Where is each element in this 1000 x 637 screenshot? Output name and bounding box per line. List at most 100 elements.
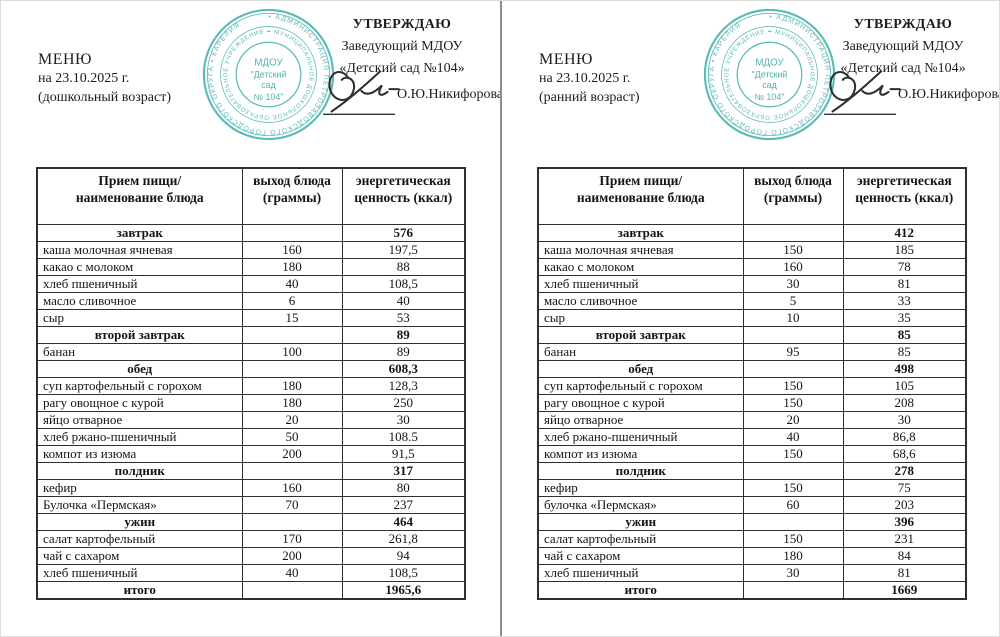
column-header: энергетическая ценность (ккал) (842, 167, 967, 225)
kcal-cell: 1669 (842, 581, 967, 600)
dish-name-cell: хлеб пшеничный (537, 564, 744, 582)
kcal-cell: 412 (842, 224, 967, 242)
kcal-cell: 108,5 (341, 275, 466, 293)
grams-cell (742, 513, 844, 531)
kcal-cell: 94 (341, 547, 466, 565)
kcal-cell: 261,8 (341, 530, 466, 548)
dish-name-cell: ужин (537, 513, 744, 531)
grams-cell: 6 (241, 292, 343, 310)
grams-cell: 50 (241, 428, 343, 446)
menu-item-row: суп картофельный с горохом 150 105 (537, 377, 967, 395)
dish-name-cell: чай с сахаром (36, 547, 243, 565)
dish-name-cell: завтрак (36, 224, 243, 242)
kcal-cell: 91,5 (341, 445, 466, 463)
kcal-cell: 84 (842, 547, 967, 565)
kcal-cell: 108,5 (341, 564, 466, 582)
menu-item-row: яйцо отварное 20 30 (36, 411, 466, 429)
kcal-cell: 208 (842, 394, 967, 412)
menu-title: МЕНЮ (539, 51, 593, 68)
dish-name-cell: рагу овощное с курой (537, 394, 744, 412)
grams-cell: 160 (742, 258, 844, 276)
dish-name-cell: какао с молоком (537, 258, 744, 276)
kcal-cell: 85 (842, 343, 967, 361)
grams-cell: 10 (742, 309, 844, 327)
menu-item-row: хлеб пшеничный 40 108,5 (36, 564, 466, 582)
menu-item-row: суп картофельный с горохом 180 128,3 (36, 377, 466, 395)
grams-cell: 160 (241, 241, 343, 259)
kcal-cell: 185 (842, 241, 967, 259)
menu-item-row: каша молочная ячневая 150 185 (537, 241, 967, 259)
dish-name-cell: второй завтрак (537, 326, 744, 344)
kcal-cell: 128,3 (341, 377, 466, 395)
menu-item-row: компот из изюма 200 91,5 (36, 445, 466, 463)
grams-cell: 180 (241, 394, 343, 412)
approval-line-position: Заведующий МДОУ (341, 39, 463, 54)
kcal-cell: 75 (842, 479, 967, 497)
grams-cell: 150 (742, 394, 844, 412)
menu-date: на 23.10.2025 г. (38, 71, 130, 86)
dish-name-cell: какао с молоком (36, 258, 243, 276)
menu-item-row: чай с сахаром 200 94 (36, 547, 466, 565)
grams-cell: 20 (742, 411, 844, 429)
grams-cell: 20 (241, 411, 343, 429)
dish-name-cell: масло сливочное (537, 292, 744, 310)
menu-item-row: масло сливочное 5 33 (537, 292, 967, 310)
dish-name-cell: кефир (36, 479, 243, 497)
dish-name-cell: каша молочная ячневая (36, 241, 243, 259)
dish-name-cell: Булочка «Пермская» (36, 496, 243, 514)
section-row: полдник 317 (36, 462, 466, 480)
grams-cell (241, 326, 343, 344)
grams-cell: 70 (241, 496, 343, 514)
menu-page-early-age: МЕНЮ на 23.10.2025 г. (ранний возраст) •… (502, 1, 1000, 636)
approval-block: УТВЕРЖДАЮ Заведующий МДОУ «Детский сад №… (309, 14, 495, 80)
menu-item-row: рагу овощное с курой 150 208 (537, 394, 967, 412)
stamp-center-line4: № 104" (755, 92, 785, 102)
dish-name-cell: завтрак (537, 224, 744, 242)
kcal-cell: 80 (341, 479, 466, 497)
menu-item-row: салат картофельный 170 261,8 (36, 530, 466, 548)
round-stamp-icon: • АДМИНИСТРАЦИЯ ПЕТРОЗАВОДСКОГО ГОРОДСКО… (202, 8, 335, 141)
menu-item-row: какао с молоком 160 78 (537, 258, 967, 276)
grams-cell: 180 (742, 547, 844, 565)
round-stamp-icon: • АДМИНИСТРАЦИЯ ПЕТРОЗАВОДСКОГО ГОРОДСКО… (703, 8, 836, 141)
grams-cell: 30 (742, 564, 844, 582)
kcal-cell: 88 (341, 258, 466, 276)
grams-cell: 150 (742, 241, 844, 259)
dish-name-cell: банан (36, 343, 243, 361)
menu-item-row: чай с сахаром 180 84 (537, 547, 967, 565)
menu-item-row: хлеб ржано-пшеничный 40 86,8 (537, 428, 967, 446)
menu-title: МЕНЮ (38, 51, 92, 68)
menu-item-row: хлеб пшеничный 40 108,5 (36, 275, 466, 293)
menu-heading-block: МЕНЮ на 23.10.2025 г. (ранний возраст) (539, 50, 640, 107)
grams-cell: 95 (742, 343, 844, 361)
section-row: полдник 278 (537, 462, 967, 480)
stamp-center-line4: № 104" (254, 92, 284, 102)
grams-cell: 150 (742, 479, 844, 497)
menu-item-row: кефир 160 80 (36, 479, 466, 497)
dish-name-cell: сыр (36, 309, 243, 327)
stamp-center-line2: "Детский (251, 69, 287, 79)
section-row: ужин 396 (537, 513, 967, 531)
kcal-cell: 464 (341, 513, 466, 531)
dish-name-cell: хлеб пшеничный (537, 275, 744, 293)
menu-item-row: какао с молоком 180 88 (36, 258, 466, 276)
menu-item-row: хлеб пшеничный 30 81 (537, 564, 967, 582)
kcal-cell: 250 (341, 394, 466, 412)
kcal-cell: 33 (842, 292, 967, 310)
dish-name-cell: обед (537, 360, 744, 378)
signature-icon (824, 70, 901, 115)
grams-cell (241, 462, 343, 480)
stamp-center-line1: МДОУ (755, 58, 784, 69)
signer-name: О.Ю.Никифорова (898, 87, 1000, 102)
dish-name-cell: второй завтрак (36, 326, 243, 344)
kcal-cell: 105 (842, 377, 967, 395)
dish-name-cell: салат картофельный (537, 530, 744, 548)
kcal-cell: 317 (341, 462, 466, 480)
grams-cell: 170 (241, 530, 343, 548)
dish-name-cell: салат картофельный (36, 530, 243, 548)
menu-age-group: (ранний возраст) (539, 90, 640, 105)
menu-item-row: яйцо отварное 20 30 (537, 411, 967, 429)
menu-item-row: сыр 10 35 (537, 309, 967, 327)
dish-name-cell: яйцо отварное (537, 411, 744, 429)
